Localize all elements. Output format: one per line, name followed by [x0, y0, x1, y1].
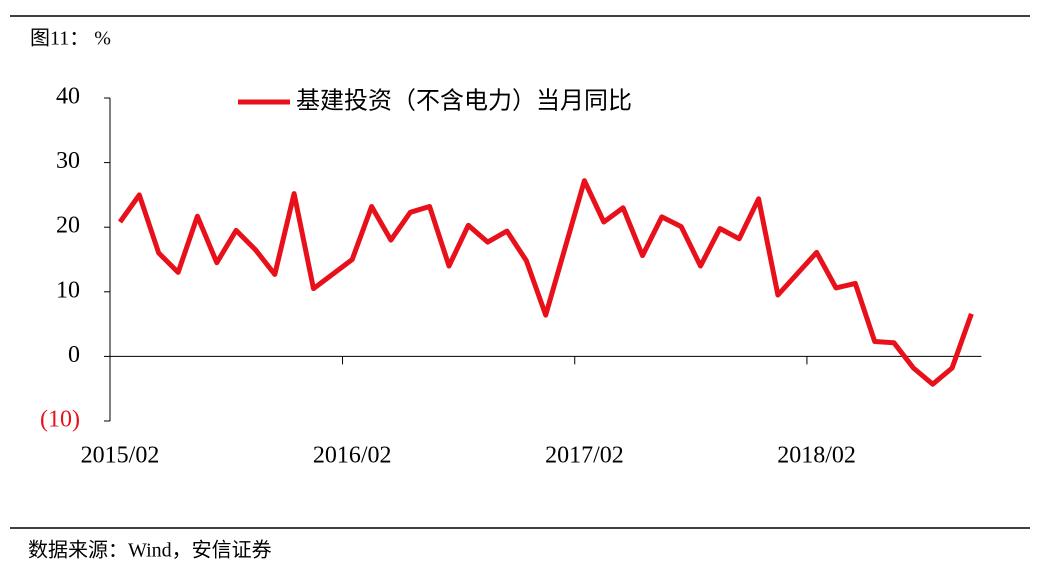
series-line: [117, 178, 974, 387]
header: 图11： %: [30, 28, 111, 50]
y-tick-label: 30: [56, 148, 80, 174]
source: 数据来源：Wind，安信证券: [28, 539, 272, 562]
y-tick-label: (10): [40, 407, 80, 433]
x-tick-label: 2017/02: [545, 443, 624, 469]
legend-label: 基建投资（不含电力）当月同比: [296, 88, 632, 115]
y-tick-label: 40: [56, 84, 80, 110]
x-tick-label: 2018/02: [777, 443, 856, 469]
x-tick-label: 2015/02: [81, 443, 160, 469]
y-tick-label: 10: [56, 277, 80, 303]
y-tick-label: 0: [68, 342, 80, 368]
y-tick-label: 20: [56, 213, 80, 239]
x-tick-label: 2016/02: [313, 443, 392, 469]
